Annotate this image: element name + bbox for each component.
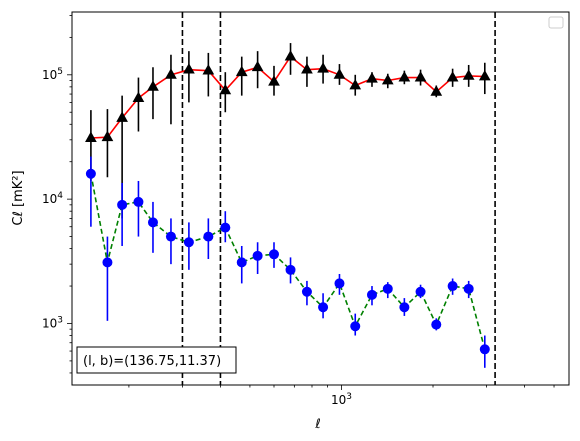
data-point (101, 130, 114, 142)
data-point (446, 71, 459, 82)
data-point (447, 281, 458, 292)
data-point (147, 80, 159, 91)
data-point (117, 199, 128, 210)
data-point (284, 50, 297, 61)
data-point (398, 71, 411, 82)
data-point (102, 257, 113, 268)
data-point (430, 85, 443, 96)
data-point (399, 302, 410, 313)
data-point (252, 250, 263, 261)
data-point (350, 321, 361, 332)
data-point (366, 72, 378, 83)
x-tick-label: 103 (331, 392, 352, 407)
data-point (431, 319, 442, 330)
data-point (301, 63, 313, 74)
data-point (236, 257, 247, 268)
data-point (147, 217, 158, 228)
y-tick-label: 103 (42, 315, 63, 330)
data-point (349, 79, 362, 90)
y-axis-label: Cℓ [mK²] (11, 170, 26, 225)
data-point (381, 73, 394, 85)
data-point (251, 60, 264, 72)
legend-box (548, 16, 564, 29)
data-point (318, 302, 329, 313)
y-tick-label: 104 (42, 191, 63, 206)
data-point (116, 111, 128, 122)
data-point (183, 237, 194, 248)
x-axis-label: ℓ (314, 417, 320, 432)
data-point (382, 283, 393, 294)
data-point (415, 286, 426, 297)
plot-frame (71, 11, 570, 386)
annotation-text: (l, b)=(136.75,11.37) (83, 354, 221, 369)
data-point (301, 286, 312, 297)
data-point (479, 344, 490, 355)
data-point (317, 62, 329, 73)
data-point (366, 289, 377, 300)
series-2 (85, 156, 490, 368)
data-point (165, 68, 177, 79)
data-point (334, 278, 345, 289)
data-point (478, 69, 491, 81)
data-point (220, 222, 231, 233)
data-point (202, 64, 215, 75)
data-point (333, 68, 346, 79)
vertical-lines (181, 12, 496, 385)
data-point (165, 231, 176, 242)
data-point (268, 249, 279, 260)
y-tick-label: 105 (42, 67, 63, 82)
axis-tick-labels: 103 103 104 105 (42, 67, 352, 407)
data-point (414, 71, 427, 82)
data-point (132, 91, 145, 102)
series-1 (85, 43, 491, 219)
data-point (183, 63, 195, 74)
data-point (463, 283, 474, 294)
series-layer (85, 43, 491, 368)
axis-ticks (67, 15, 555, 390)
data-point (268, 75, 280, 86)
data-point (85, 131, 97, 142)
data-point (203, 231, 214, 242)
data-point (285, 264, 296, 275)
data-point (462, 69, 475, 80)
data-point (235, 65, 248, 77)
data-point (133, 196, 144, 207)
data-point (219, 83, 232, 95)
annotation-box: (l, b)=(136.75,11.37) (76, 346, 237, 374)
data-point (85, 168, 96, 179)
